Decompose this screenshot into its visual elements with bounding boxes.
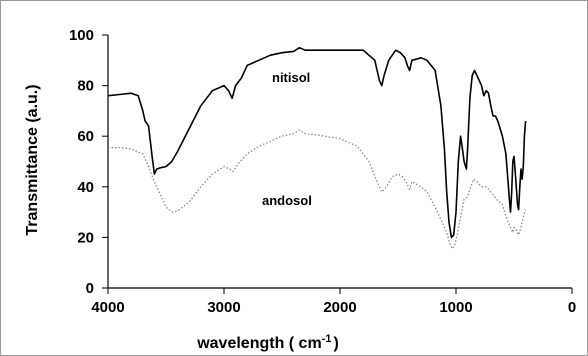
x-tick-label: 0 [568,299,576,316]
y-tick-label: 0 [86,280,94,297]
x-tick-label: 4000 [91,299,124,316]
series-line-nitisol [107,46,527,239]
x-tick-label: 3000 [207,299,240,316]
series-line-andosol [108,129,527,250]
y-tick-label: 100 [69,27,94,44]
y-axis-title: Transmittance (a.u.) [24,84,41,235]
x-tick-label: 2000 [323,299,356,316]
y-tick-label: 20 [77,229,94,246]
y-tick-label: 80 [77,78,94,95]
series-label-nitisol: nitisol [272,70,310,85]
x-axis-title: wavelength ( cm-1) [196,333,339,352]
plot-area: 0 20 40 60 80 100 4000 3000 2000 1000 0 [69,27,576,316]
series-label-andosol: andosol [262,193,312,208]
y-tick-label: 40 [77,179,94,196]
x-tick-label: 1000 [439,299,472,316]
y-tick-label: 60 [77,128,94,145]
